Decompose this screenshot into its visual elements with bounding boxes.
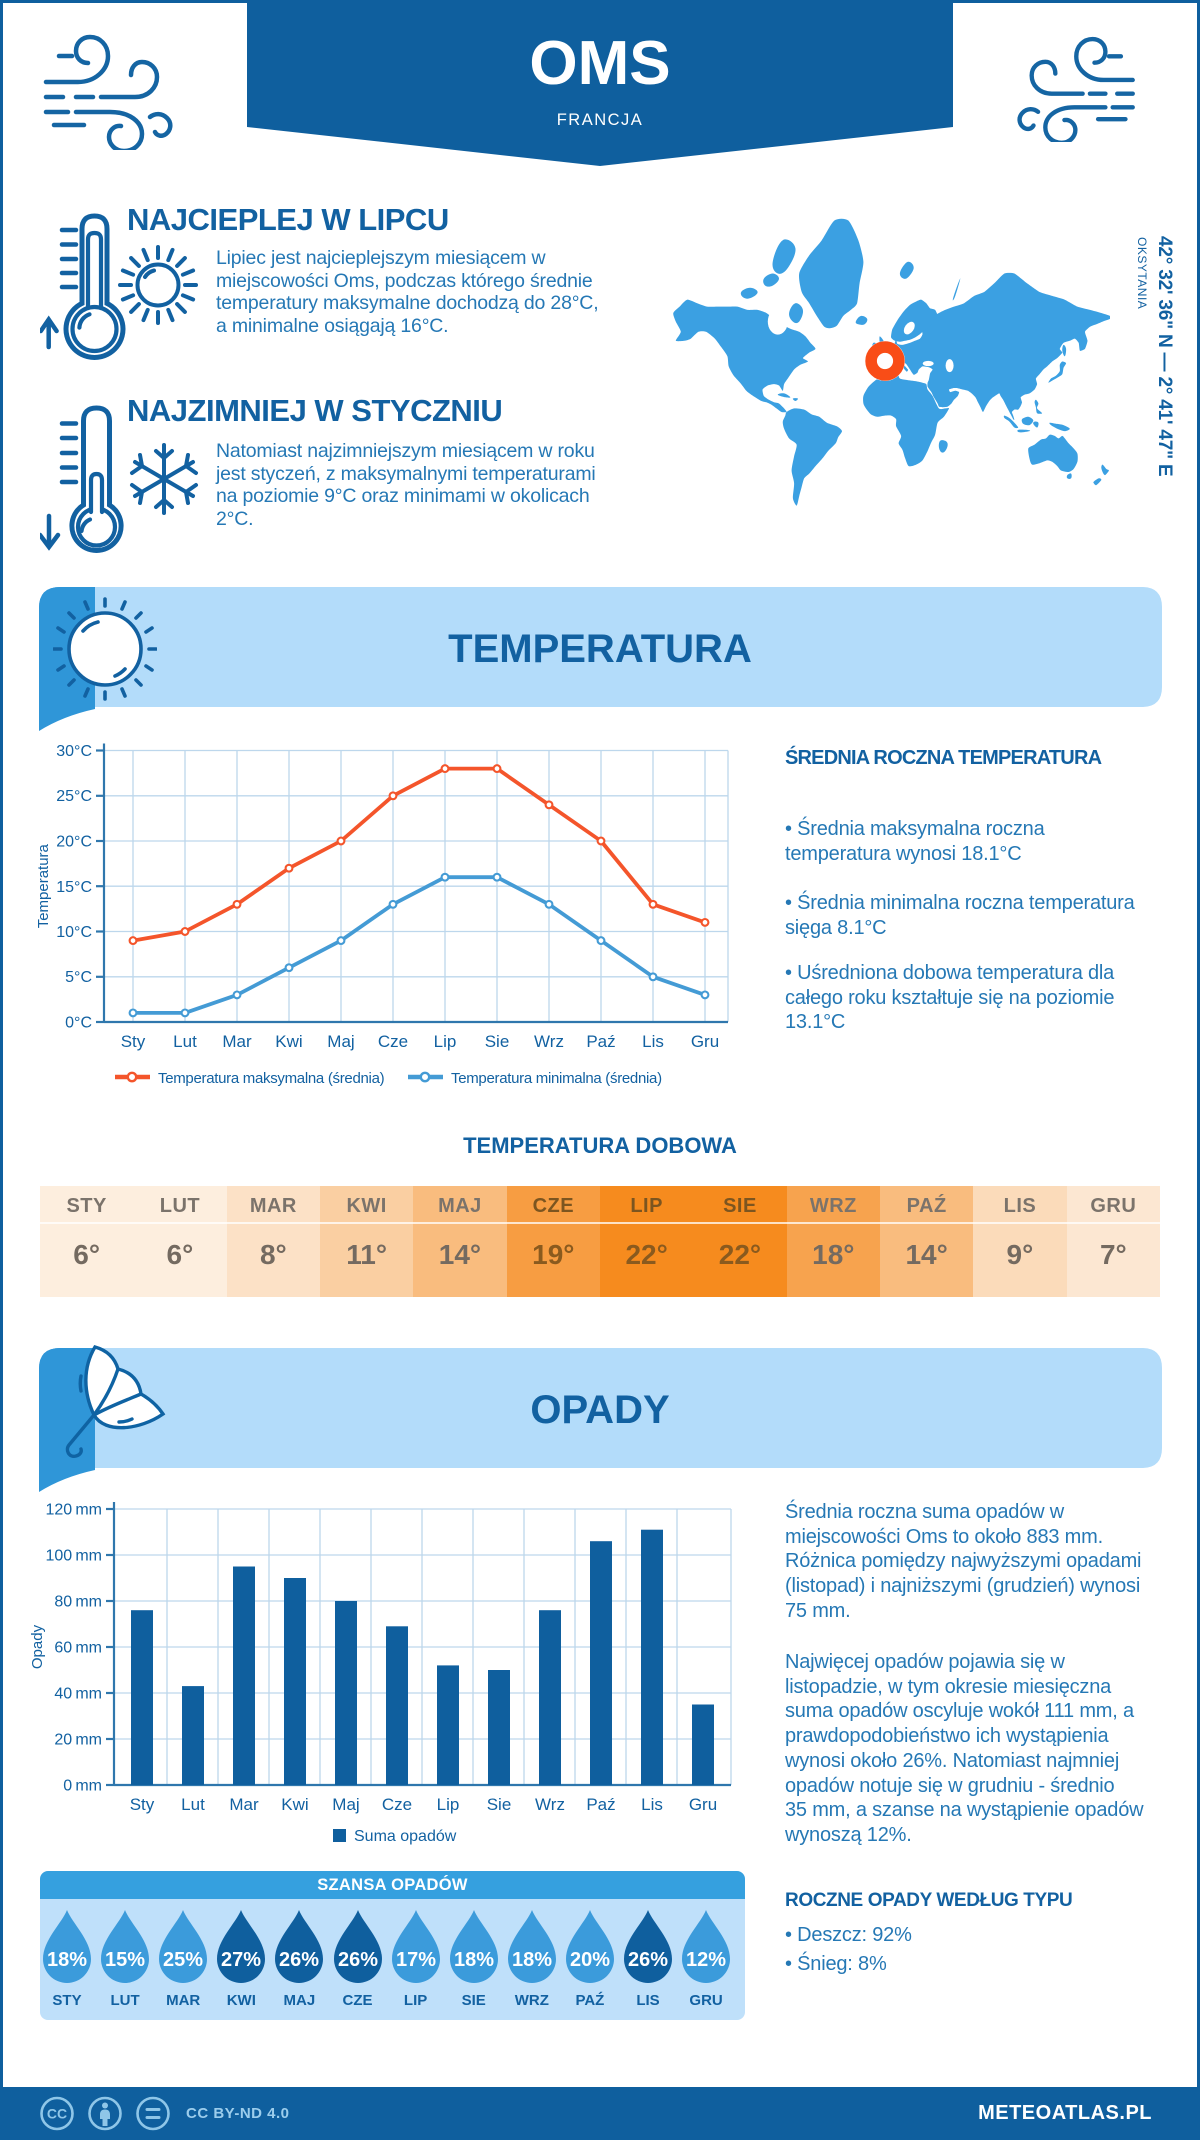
svg-text:80 mm: 80 mm: [54, 1594, 102, 1611]
svg-text:Lut: Lut: [173, 1032, 197, 1051]
svg-text:Suma opadów: Suma opadów: [354, 1828, 457, 1845]
svg-text:60 mm: 60 mm: [54, 1640, 102, 1657]
svg-text:120 mm: 120 mm: [45, 1502, 102, 1519]
svg-text:Maj: Maj: [332, 1795, 359, 1814]
svg-text:0 mm: 0 mm: [63, 1778, 102, 1795]
svg-text:26%: 26%: [628, 1949, 668, 1971]
svg-text:15°C: 15°C: [56, 879, 92, 896]
svg-text:12%: 12%: [686, 1949, 726, 1971]
svg-text:Lis: Lis: [641, 1795, 663, 1814]
svg-text:Cze: Cze: [378, 1032, 408, 1051]
svg-text:Maj: Maj: [327, 1032, 354, 1051]
svg-text:Sty: Sty: [130, 1795, 155, 1814]
svg-text:18%: 18%: [47, 1949, 87, 1971]
svg-text:0°C: 0°C: [65, 1015, 92, 1032]
svg-text:25%: 25%: [163, 1949, 203, 1971]
svg-text:27%: 27%: [221, 1949, 261, 1971]
svg-text:100 mm: 100 mm: [45, 1548, 102, 1565]
svg-text:17%: 17%: [396, 1949, 436, 1971]
svg-text:Paź: Paź: [586, 1032, 615, 1051]
svg-text:Lut: Lut: [181, 1795, 205, 1814]
svg-text:30°C: 30°C: [56, 743, 92, 760]
svg-text:Wrz: Wrz: [535, 1795, 565, 1814]
svg-text:Cze: Cze: [382, 1795, 412, 1814]
svg-text:26%: 26%: [337, 1949, 377, 1971]
svg-text:18%: 18%: [512, 1949, 552, 1971]
svg-text:Gru: Gru: [691, 1032, 719, 1051]
svg-text:Kwi: Kwi: [275, 1032, 302, 1051]
svg-text:Lip: Lip: [434, 1032, 457, 1051]
svg-text:25°C: 25°C: [56, 788, 92, 805]
svg-text:Sie: Sie: [485, 1032, 510, 1051]
svg-text:Lis: Lis: [642, 1032, 664, 1051]
svg-text:10°C: 10°C: [56, 924, 92, 941]
svg-text:Opady: Opady: [29, 1624, 46, 1669]
svg-text:40 mm: 40 mm: [54, 1686, 102, 1703]
svg-text:Temperatura maksymalna (średni: Temperatura maksymalna (średnia): [158, 1070, 385, 1087]
svg-text:Temperatura minimalna (średnia: Temperatura minimalna (średnia): [451, 1070, 662, 1087]
svg-text:Wrz: Wrz: [534, 1032, 564, 1051]
svg-text:Sie: Sie: [487, 1795, 512, 1814]
svg-text:Lip: Lip: [437, 1795, 460, 1814]
svg-text:Mar: Mar: [229, 1795, 259, 1814]
svg-text:20%: 20%: [570, 1949, 610, 1971]
svg-text:Sty: Sty: [121, 1032, 146, 1051]
svg-text:Paź: Paź: [586, 1795, 615, 1814]
svg-text:20°C: 20°C: [56, 834, 92, 851]
svg-text:5°C: 5°C: [65, 969, 92, 986]
svg-text:Gru: Gru: [689, 1795, 717, 1814]
svg-text:Temperatura: Temperatura: [35, 843, 52, 928]
svg-text:CC: CC: [47, 2106, 67, 2122]
svg-text:Mar: Mar: [222, 1032, 252, 1051]
svg-text:26%: 26%: [279, 1949, 319, 1971]
svg-text:18%: 18%: [454, 1949, 494, 1971]
svg-text:15%: 15%: [105, 1949, 145, 1971]
svg-text:Kwi: Kwi: [281, 1795, 308, 1814]
svg-text:20 mm: 20 mm: [54, 1732, 102, 1749]
